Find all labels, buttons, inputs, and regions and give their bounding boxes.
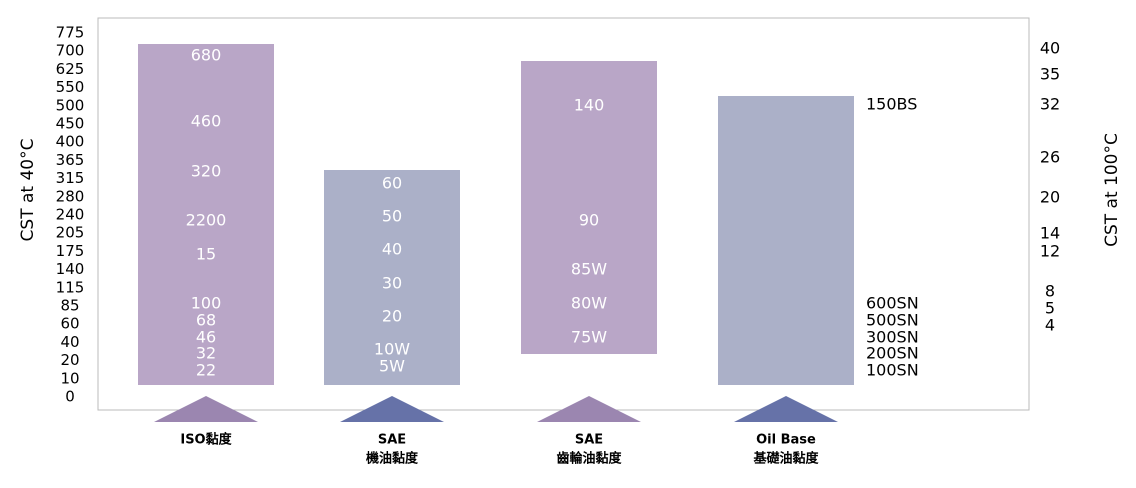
column-label: 68 xyxy=(196,311,216,330)
right-tick-label: 26 xyxy=(1040,148,1060,167)
column-label: 80W xyxy=(571,294,607,313)
right-tick-label: 12 xyxy=(1040,242,1060,261)
column-caption: Oil Base xyxy=(756,433,816,448)
column-label: 30 xyxy=(382,274,402,293)
column-label: 32 xyxy=(196,344,216,363)
left-tick-label: 365 xyxy=(56,151,85,169)
column-label: 10W xyxy=(374,340,410,359)
marker-triangle xyxy=(537,396,641,422)
column-caption: ISO黏度 xyxy=(180,432,232,448)
column-label: 22 xyxy=(196,361,216,380)
column-label: 100SN xyxy=(866,361,919,380)
right-tick-label: 14 xyxy=(1040,224,1060,243)
column-label: 40 xyxy=(382,240,402,259)
column-label: 140 xyxy=(574,96,605,115)
left-tick-label: 40 xyxy=(60,333,79,351)
left-tick-label: 140 xyxy=(56,260,85,278)
left-tick-label: 280 xyxy=(56,187,85,205)
left-tick-label: 450 xyxy=(56,115,85,133)
column-label: 15 xyxy=(196,245,216,264)
column xyxy=(324,170,460,385)
column-label: 600SN xyxy=(866,294,919,313)
left-axis-title: CST at 40°C xyxy=(18,139,38,242)
column-label: 460 xyxy=(191,112,222,131)
column-caption: 基礎油黏度 xyxy=(752,451,819,467)
column-label: 2200 xyxy=(186,211,227,230)
left-tick-label: 775 xyxy=(56,24,85,42)
right-tick-label: 40 xyxy=(1040,39,1060,58)
column-label: 320 xyxy=(191,162,222,181)
left-tick-label: 10 xyxy=(60,369,79,387)
left-tick-label: 20 xyxy=(60,351,79,369)
right-tick-label: 5 xyxy=(1045,299,1055,318)
column-label: 90 xyxy=(579,211,599,230)
left-tick-label: 85 xyxy=(60,297,79,315)
column-caption: SAE xyxy=(378,433,406,448)
column-label: 300SN xyxy=(866,328,919,347)
left-tick-label: 315 xyxy=(56,169,85,187)
column-label: 85W xyxy=(571,260,607,279)
marker-triangle xyxy=(340,396,444,422)
marker-triangle xyxy=(734,396,838,422)
marker-triangle xyxy=(154,396,258,422)
right-tick-label: 20 xyxy=(1040,188,1060,207)
left-tick-label: 205 xyxy=(56,224,85,242)
right-tick-label: 32 xyxy=(1040,95,1060,114)
column-label: 500SN xyxy=(866,311,919,330)
left-tick-label: 700 xyxy=(56,42,85,60)
left-tick-label: 115 xyxy=(56,278,85,296)
column xyxy=(521,61,657,354)
column-label: 680 xyxy=(191,46,222,65)
column-label: 60 xyxy=(382,174,402,193)
left-tick-label: 240 xyxy=(56,206,85,224)
left-tick-label: 400 xyxy=(56,133,85,151)
column-label: 20 xyxy=(382,307,402,326)
column-label: 46 xyxy=(196,328,216,347)
left-tick-label: 60 xyxy=(60,315,79,333)
right-tick-label: 8 xyxy=(1045,282,1055,301)
left-tick-label: 500 xyxy=(56,96,85,114)
column-label: 200SN xyxy=(866,344,919,363)
left-tick-label: 625 xyxy=(56,60,85,78)
column-caption: SAE xyxy=(575,433,603,448)
column-caption: 齒輪油黏度 xyxy=(556,451,622,467)
left-tick-label: 175 xyxy=(56,242,85,260)
right-axis-title: CST at 100°C xyxy=(1102,133,1122,247)
column xyxy=(138,44,274,385)
column-label: 75W xyxy=(571,328,607,347)
column-caption: 機油黏度 xyxy=(366,451,419,467)
column xyxy=(718,96,854,385)
column-label: 100 xyxy=(191,294,222,313)
column-label: 150BS xyxy=(866,95,917,114)
right-tick-label: 35 xyxy=(1040,65,1060,84)
column-label: 5W xyxy=(379,357,405,376)
left-tick-label: 0 xyxy=(65,388,75,406)
left-tick-label: 550 xyxy=(56,78,85,96)
column-label: 50 xyxy=(382,207,402,226)
right-tick-label: 4 xyxy=(1045,316,1055,335)
